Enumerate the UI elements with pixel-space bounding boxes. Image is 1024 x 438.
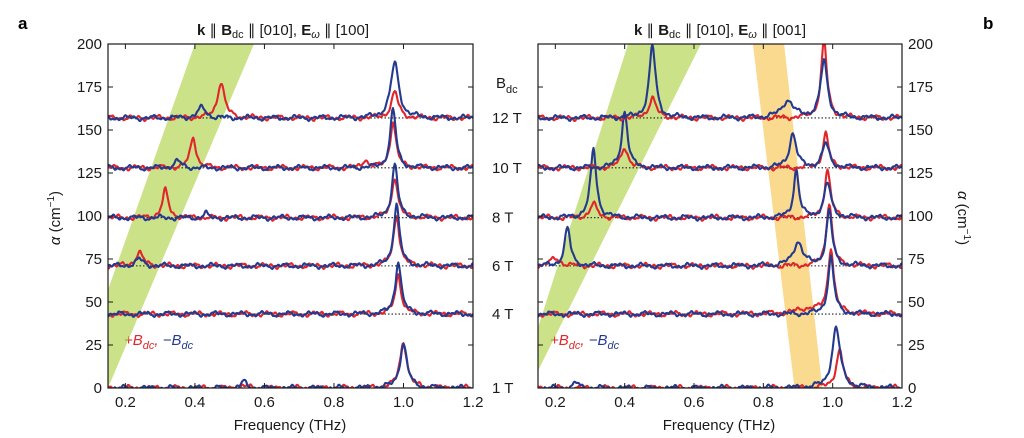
ytick-label-a-3: 75	[85, 251, 102, 268]
trace-a-1T-minus	[112, 342, 472, 388]
trace-a-6T-plus	[108, 215, 473, 270]
band-b-0	[538, 44, 701, 371]
ytick-label-b-1: 25	[908, 337, 925, 354]
panel-b-xlabel: Frequency (THz)	[663, 417, 776, 434]
panel-b-title: k ∥ Bdc ∥ [010], Eω ∥ [001]	[634, 22, 806, 42]
field-labels: 1 T 4 T 6 T 8 T 10 T 12 T	[492, 110, 522, 397]
xtick-label-b-3: 0.8	[753, 394, 774, 411]
ytick-label-a-7: 175	[77, 79, 102, 96]
trace-a-12T-minus	[108, 60, 473, 123]
field-label-1T: 1 T	[492, 380, 513, 397]
panel-b-legend: +Bdc, −Bdc	[550, 332, 620, 352]
xtick-label-a-1: 0.4	[184, 394, 205, 411]
ytick-label-b-6: 150	[908, 122, 933, 139]
ytick-label-b-8: 200	[908, 36, 933, 53]
xtick-label-b-4: 1.0	[822, 394, 843, 411]
trace-b-1T-minus	[542, 325, 902, 388]
xtick-label-b-1: 0.4	[614, 394, 635, 411]
trace-a-6T-minus	[108, 202, 473, 271]
trace-b-12T-plus	[538, 44, 902, 123]
panel-a-xlabel: Frequency (THz)	[234, 417, 347, 434]
ytick-label-a-2: 50	[85, 294, 102, 311]
xtick-label-a-2: 0.6	[254, 394, 275, 411]
ytick-label-a-0: 0	[94, 380, 102, 397]
trace-b-4T-minus	[538, 254, 902, 318]
ytick-label-b-4: 100	[908, 208, 933, 225]
panel-a-plot: 0.2 0.4 0.6 0.8 1.0 1.2 0 25 50 75 100 125 150 175 200	[77, 36, 483, 411]
trace-a-8T-minus	[108, 162, 473, 222]
xtick-label-b-0: 0.2	[545, 394, 566, 411]
trace-b-6T-plus	[538, 203, 902, 270]
panel-b-ylabel: α (cm−1)	[954, 191, 972, 245]
trace-a-1T-plus	[108, 342, 472, 388]
ytick-label-b-7: 175	[908, 79, 933, 96]
panel-letter-a: a	[18, 14, 28, 33]
ytick-label-a-4: 100	[77, 208, 102, 225]
xtick-label-a-0: 0.2	[115, 394, 136, 411]
panel-a-legend: +Bdc, −Bdc	[124, 332, 194, 352]
ytick-label-a-5: 125	[77, 165, 102, 182]
field-label-6T: 6 T	[492, 258, 513, 275]
trace-b-12T-minus	[538, 44, 902, 122]
trace-a-10T-minus	[108, 107, 473, 172]
field-label-10T: 10 T	[492, 160, 522, 177]
xtick-label-b-5: 1.2	[892, 394, 913, 411]
field-label-4T: 4 T	[492, 306, 513, 323]
panel-letter-b: b	[983, 14, 993, 33]
ytick-label-b-5: 125	[908, 165, 933, 182]
ytick-label-b-2: 50	[908, 294, 925, 311]
trace-b-1T-plus	[538, 348, 901, 388]
field-header: Bdc	[496, 75, 518, 96]
panel-a-title: k ∥ Bdc ∥ [010], Eω ∥ [100]	[197, 22, 369, 42]
ytick-label-a-8: 200	[77, 36, 102, 53]
trace-b-10T-minus	[538, 110, 902, 172]
trace-b-8T-minus	[538, 146, 902, 222]
xtick-label-a-3: 0.8	[324, 394, 345, 411]
field-label-8T: 8 T	[492, 210, 513, 227]
ytick-label-a-6: 150	[77, 122, 102, 139]
trace-a-4T-plus	[108, 273, 473, 319]
panel-b-plot: 0.2 0.4 0.6 0.8 1.0 1.20 25 50 75 100 125 150 175 200	[537, 36, 933, 411]
field-label-12T: 12 T	[492, 110, 522, 127]
xtick-label-a-5: 1.2	[463, 394, 484, 411]
xtick-label-a-4: 1.0	[393, 394, 414, 411]
ytick-label-b-3: 75	[908, 251, 925, 268]
panel-a-ylabel: α (cm−1)	[46, 191, 64, 245]
ytick-label-a-1: 25	[85, 337, 102, 354]
trace-a-4T-minus	[108, 261, 473, 318]
ytick-label-b-0: 0	[908, 380, 916, 397]
trace-b-6T-minus	[538, 207, 902, 270]
xtick-label-b-2: 0.6	[684, 394, 705, 411]
